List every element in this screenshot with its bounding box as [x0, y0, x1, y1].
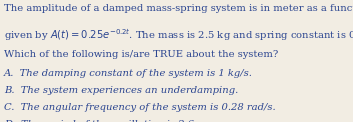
Text: given by $A(t) = 0.25e^{-0.2t}$. The mass is 2.5 kg and spring constant is 0.3 N: given by $A(t) = 0.25e^{-0.2t}$. The mas…: [4, 27, 353, 43]
Text: B.  The system experiences an underdamping.: B. The system experiences an underdampin…: [4, 86, 239, 95]
Text: The amplitude of a damped mass-spring system is in meter as a function of time i: The amplitude of a damped mass-spring sy…: [4, 4, 353, 13]
Text: Which of the following is/are TRUE about the system?: Which of the following is/are TRUE about…: [4, 50, 279, 59]
Text: A.  The damping constant of the system is 1 kg/s.: A. The damping constant of the system is…: [4, 69, 253, 78]
Text: D.  The period of the oscillation is 2.6 s: D. The period of the oscillation is 2.6 …: [4, 120, 203, 122]
Text: C.  The angular frequency of the system is 0.28 rad/s.: C. The angular frequency of the system i…: [4, 103, 276, 112]
